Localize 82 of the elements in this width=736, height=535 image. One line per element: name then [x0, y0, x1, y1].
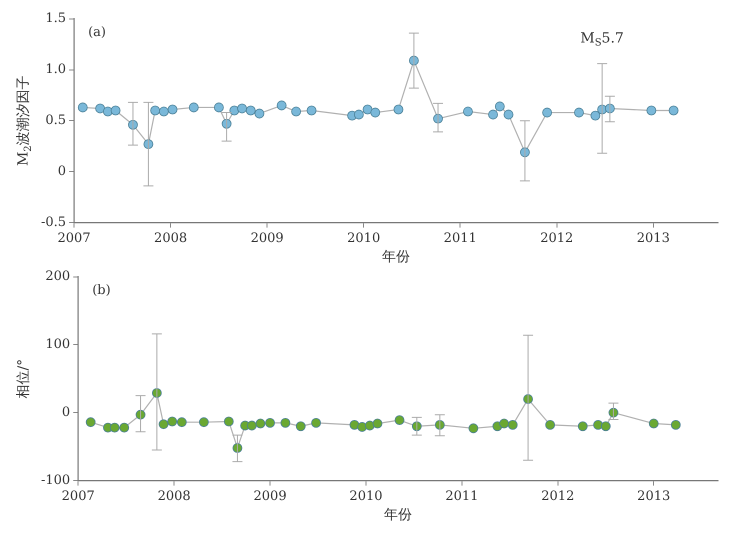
point — [670, 420, 681, 430]
x-tick-label: 2013 — [636, 230, 670, 246]
point — [158, 106, 169, 116]
point — [499, 418, 509, 428]
point — [578, 421, 588, 432]
point — [354, 110, 364, 120]
point — [600, 421, 611, 432]
point — [494, 102, 505, 112]
x-tick-label: 2011 — [445, 488, 478, 504]
point — [668, 106, 678, 116]
x-tick-label: 2009 — [254, 488, 287, 504]
point — [590, 110, 600, 121]
point — [463, 106, 473, 116]
point — [246, 420, 257, 430]
x-tick-label: 2008 — [158, 488, 191, 504]
point — [167, 416, 178, 426]
point — [188, 102, 199, 112]
point — [214, 102, 224, 112]
x-tick-label: 2008 — [154, 230, 188, 246]
point — [468, 423, 478, 434]
point — [158, 419, 168, 430]
point — [542, 108, 552, 118]
point — [86, 417, 96, 428]
y-tick-label: -100 — [40, 472, 70, 488]
point — [176, 417, 187, 428]
y-tick-label: 200 — [45, 269, 70, 284]
point — [394, 104, 404, 114]
point — [648, 418, 659, 428]
x-axis-title: 年份 — [384, 507, 412, 524]
point — [350, 420, 360, 430]
point — [246, 106, 256, 116]
point — [256, 418, 266, 428]
y-tick-label: 0 — [62, 405, 70, 420]
annotation: (b) — [92, 283, 111, 298]
point — [78, 102, 88, 112]
x-tick-label: 2007 — [62, 488, 95, 504]
x-tick-label: 2009 — [250, 230, 284, 246]
point — [372, 418, 382, 428]
x-tick-label: 2010 — [349, 488, 383, 504]
point — [150, 106, 160, 116]
point — [370, 108, 380, 118]
x-tick-label: 2011 — [444, 230, 477, 246]
x-tick-label: 2010 — [347, 230, 380, 246]
point — [95, 104, 106, 114]
point — [364, 420, 375, 430]
point — [224, 416, 234, 426]
annotation: (a) — [88, 25, 106, 40]
y-tick-label: 0 — [58, 164, 66, 180]
point — [110, 106, 120, 116]
point — [306, 106, 316, 116]
x-tick-label: 2012 — [541, 488, 574, 504]
x-tick-label: 2013 — [637, 488, 670, 504]
x-tick-label: 2012 — [540, 230, 574, 246]
point — [488, 110, 498, 120]
point — [237, 104, 247, 114]
point — [276, 100, 287, 110]
y-tick-label: 100 — [45, 337, 70, 352]
x-tick-label: 2007 — [58, 230, 91, 246]
point — [254, 108, 264, 118]
y-axis-title: M2波潮汐因子 — [16, 75, 34, 166]
point — [110, 422, 120, 433]
point — [394, 415, 404, 426]
y-tick-label: -0.5 — [40, 214, 66, 230]
point — [198, 417, 209, 428]
x-axis-title: 年份 — [382, 249, 410, 266]
point — [504, 110, 514, 120]
point — [311, 418, 321, 428]
point — [545, 420, 556, 430]
y-axis-title: 相位/° — [16, 358, 32, 399]
y-tick-label: 1.5 — [45, 11, 66, 26]
y-tick-label: 0.5 — [45, 113, 66, 128]
point — [508, 420, 518, 430]
point — [119, 422, 130, 433]
point — [265, 418, 275, 428]
point — [296, 421, 306, 432]
point — [280, 418, 290, 428]
y-tick-label: 1.0 — [45, 62, 66, 78]
point — [168, 104, 178, 114]
point — [291, 106, 302, 116]
point — [362, 104, 372, 114]
point — [574, 108, 584, 118]
point — [646, 106, 656, 116]
